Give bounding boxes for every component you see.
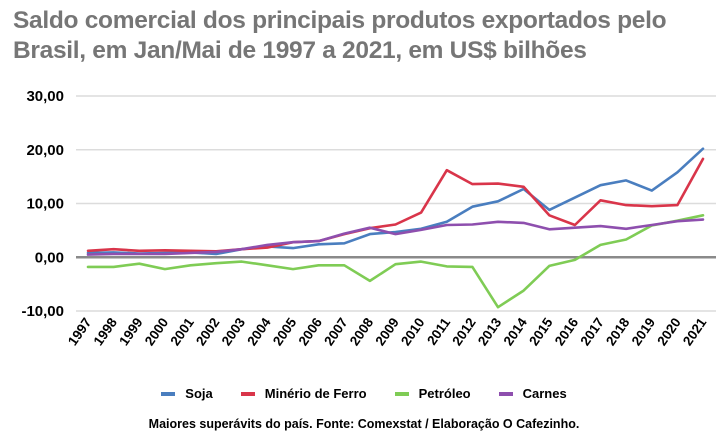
x-tick-label: 2021 [680, 315, 710, 349]
x-tick-label: 2009 [372, 315, 402, 348]
x-tick-label: 1997 [65, 315, 95, 348]
x-tick-label: 2008 [347, 315, 377, 349]
x-tick-label: 2004 [244, 315, 274, 349]
y-tick-label: 20,00 [26, 142, 64, 159]
x-tick-label: 2020 [654, 315, 684, 348]
x-tick-label: 2015 [526, 315, 556, 349]
legend-item: Carnes [498, 386, 567, 401]
x-tick-label: 2017 [577, 315, 607, 348]
x-tick-label: 2002 [193, 315, 223, 348]
legend-label: Minério de Ferro [264, 386, 367, 401]
series-line-carnes [86, 218, 705, 256]
legend-item: Minério de Ferro [240, 386, 367, 401]
y-tick-label: 0,00 [35, 249, 64, 266]
x-tick-label: 1998 [91, 315, 121, 349]
legend-swatch [240, 391, 255, 396]
y-tick-label: 10,00 [26, 196, 64, 213]
legend-label: Carnes [522, 386, 567, 401]
x-tick-label: 2007 [321, 315, 351, 348]
footer-source: Maiores superávits do país. Fonte: Comex… [148, 417, 580, 431]
x-tick-label: 2018 [603, 315, 633, 349]
x-tick-label: 2011 [424, 315, 453, 348]
x-tick-label: 2005 [270, 315, 300, 349]
x-tick-label: 1999 [116, 315, 146, 348]
x-tick-label: 2016 [552, 315, 582, 349]
legend-label: Petróleo [418, 386, 471, 401]
x-tick-label: 2001 [167, 315, 197, 349]
legend-swatch [161, 391, 176, 396]
legend: Soja Minério de Ferro Petróleo Carnes [0, 386, 728, 401]
legend-swatch [498, 391, 513, 396]
y-tick-label: -10,00 [21, 303, 64, 320]
x-tick-label: 2014 [501, 315, 531, 349]
x-tick-label: 2006 [296, 315, 326, 349]
legend-label: Soja [185, 386, 213, 401]
x-tick-label: 2019 [629, 315, 659, 348]
x-tick-label: 2013 [475, 315, 505, 349]
chart-title: Saldo comercial dos principais produtos … [13, 7, 667, 64]
series-line-min-rio-de-ferro [86, 157, 705, 253]
y-tick-label: 30,00 [26, 88, 64, 105]
x-tick-label: 2012 [449, 315, 479, 348]
legend-swatch [394, 391, 409, 396]
x-tick-label: 2010 [398, 315, 428, 348]
x-tick-label: 2003 [219, 315, 249, 349]
series-line-petr-leo [86, 214, 705, 309]
legend-item: Petróleo [394, 386, 471, 401]
x-tick-label: 2000 [142, 315, 172, 348]
legend-item: Soja [161, 386, 213, 401]
